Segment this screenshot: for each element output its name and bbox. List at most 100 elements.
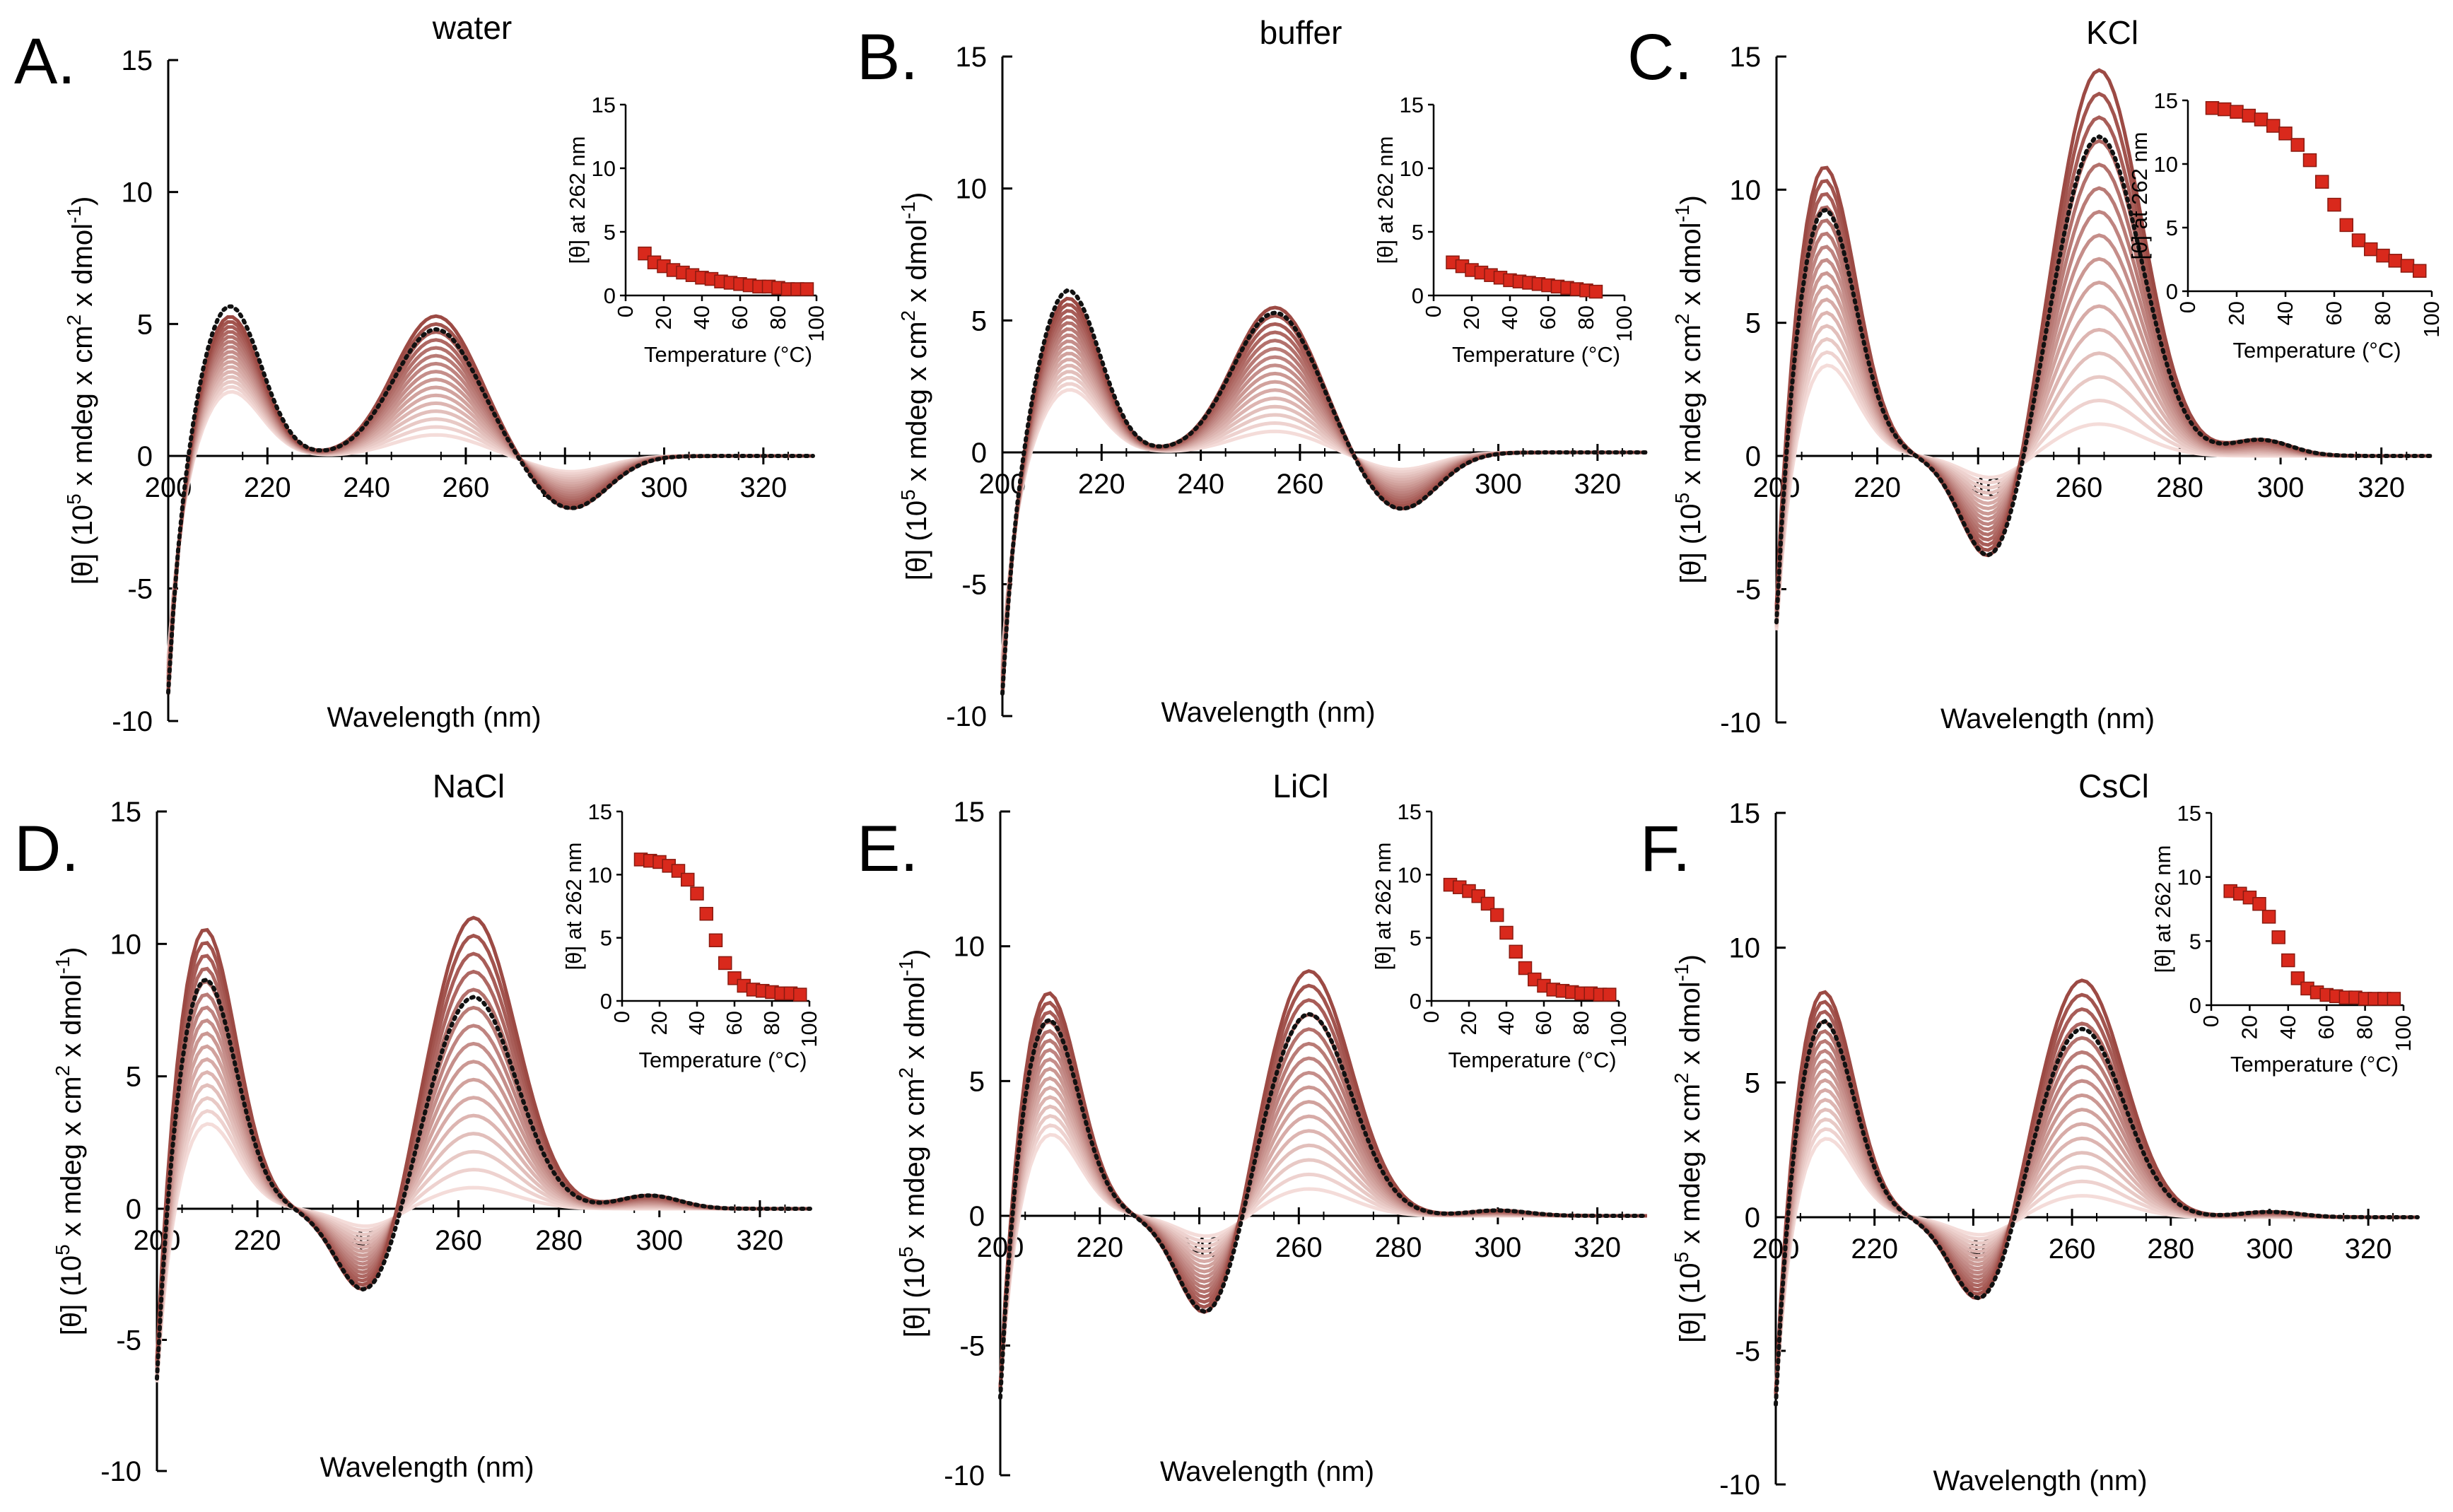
reference-dotted-spectrum [1000, 288, 1649, 696]
inset-y-tick-label: 10 [2154, 152, 2178, 177]
y-axis-label-part: x dmol [1675, 981, 1706, 1072]
x-tick-label: 300 [2246, 1233, 2293, 1265]
inset-x-tick-label: 40 [2273, 301, 2297, 325]
inset-data-point [2387, 992, 2401, 1006]
panel-letter: B. [857, 21, 918, 93]
y-tick-label: 5 [1745, 308, 1761, 339]
y-tick-label: -10 [946, 701, 987, 732]
inset-y-axis-label: [θ] at 262 nm [2150, 845, 2175, 973]
x-tick-label: 320 [2345, 1233, 2392, 1265]
inset-x-tick-label: 40 [684, 1011, 709, 1035]
spectrum-line [155, 1057, 810, 1375]
y-axis-label-part: 2 [897, 310, 919, 322]
inset-data-point [2205, 101, 2220, 115]
reference-dotted-spectrum [155, 977, 812, 1381]
y-tick-label: 10 [1729, 933, 1761, 964]
x-tick-label: 220 [1076, 1232, 1123, 1263]
y-tick-label: 5 [969, 1066, 985, 1097]
inset-x-tick-label: 0 [2199, 1015, 2223, 1027]
y-axis-label-part: 5 [63, 493, 85, 505]
y-axis-label-part: 5 [895, 1246, 917, 1258]
y-tick-label: 5 [126, 1062, 141, 1093]
y-axis-label: [θ] (105 x mdeg x cm2 x dmol-1) [52, 947, 87, 1336]
inset-y-tick-label: 15 [1400, 93, 1424, 117]
inset-data-point [2261, 910, 2276, 924]
inset-data-point [2351, 233, 2366, 247]
inset-x-tick-label: 80 [766, 305, 790, 329]
inset-y-tick-label: 0 [2166, 279, 2178, 304]
inset-data-point [1518, 961, 1533, 975]
y-tick-label: -10 [1720, 708, 1761, 739]
inset-data-point [2388, 254, 2402, 268]
y-tick-label: 5 [971, 305, 987, 336]
x-tick-label: 300 [2257, 472, 2305, 503]
panel-letter: E. [857, 813, 918, 885]
y-axis-label-part: x mdeg x cm [1675, 1084, 1706, 1252]
y-tick-label: 15 [122, 45, 153, 76]
x-tick-label: 320 [2358, 472, 2405, 503]
melting-inset: 15 10 5 00 20 40 60 80 100 Temperature (°C) [θ] at… [2127, 88, 2444, 363]
spectrum-line [1774, 281, 2432, 621]
y-axis-label-part: x dmol [56, 974, 87, 1065]
y-axis-label-part: [θ] (10 [899, 1258, 930, 1337]
inset-data-point [1603, 988, 1617, 1002]
inset-x-tick-label: 60 [2322, 301, 2346, 325]
inset-x-tick-label: 20 [651, 305, 676, 329]
inset-data-point [2315, 175, 2329, 189]
x-tick-label: 220 [244, 472, 291, 503]
y-axis-label-part: [θ] (10 [901, 500, 932, 580]
inset-data-point [800, 282, 814, 296]
inset-x-tick-label: 80 [2370, 301, 2395, 325]
y-axis-label-part: ) [1675, 954, 1706, 963]
x-tick-label: 260 [1275, 1232, 1323, 1263]
y-tick-label: 0 [1745, 1202, 1760, 1233]
y-axis-label-part: x mdeg x cm [56, 1076, 87, 1244]
y-axis-label-part: 2 [1671, 313, 1693, 324]
inset-x-tick-label: 40 [1494, 1011, 1518, 1035]
inset-x-tick-label: 100 [1606, 1011, 1631, 1048]
x-axis-label: Wavelength (nm) [1933, 1465, 2147, 1496]
spectrum-line [1000, 309, 1647, 690]
inset-data-point [1480, 896, 1495, 911]
inset-data-point [2252, 896, 2266, 911]
y-axis-label: [θ] (105 x mdeg x cm2 x dmol-1) [1671, 195, 1706, 584]
y-tick-label: 15 [956, 42, 988, 73]
inset-data-point [2290, 971, 2305, 985]
inset-data-point [2218, 102, 2232, 117]
y-axis-label-part: x mdeg x cm [901, 321, 932, 489]
x-tick-label: 280 [535, 1225, 582, 1256]
panel-title: buffer [1260, 14, 1342, 51]
inset-data-point [2413, 264, 2427, 278]
inset-y-tick-label: 0 [1412, 283, 1424, 308]
x-tick-label: 320 [1574, 1232, 1621, 1263]
x-tick-label: 300 [1475, 469, 1522, 500]
y-axis-label-part: -1 [1671, 205, 1693, 223]
inset-x-tick-label: 100 [2391, 1015, 2416, 1052]
inset-data-point [699, 906, 713, 921]
inset-x-tick-label: 20 [2237, 1015, 2261, 1039]
inset-data-point [2400, 259, 2415, 273]
x-axis-label: Wavelength (nm) [327, 702, 541, 733]
inset-data-point [2327, 197, 2341, 212]
y-tick-label: 0 [137, 441, 153, 472]
y-axis-label-part: 2 [63, 315, 85, 326]
inset-data-point [2271, 930, 2285, 944]
x-tick-label: 220 [1851, 1233, 1898, 1265]
y-axis-label-part: x dmol [899, 976, 930, 1067]
y-tick-label: -5 [961, 570, 987, 601]
inset-data-point [2278, 127, 2293, 141]
inset-x-tick-label: 0 [1421, 305, 1446, 317]
inset-data-point [2242, 108, 2256, 123]
spectrum-line [155, 1018, 810, 1371]
panel-title: CsCl [2078, 768, 2149, 804]
x-tick-label: 280 [1375, 1232, 1422, 1263]
inset-y-tick-label: 0 [2189, 993, 2201, 1018]
inset-data-point [2290, 138, 2305, 152]
inset-x-tick-label: 20 [1459, 305, 1484, 329]
x-tick-label: 320 [739, 472, 787, 503]
inset-y-tick-label: 15 [592, 93, 616, 117]
y-axis-label-part: 2 [895, 1067, 917, 1079]
inset-y-tick-label: 10 [588, 862, 612, 887]
inset-x-axis-label: Temperature (°C) [1448, 1048, 1616, 1072]
x-tick-label: 300 [1474, 1232, 1521, 1263]
